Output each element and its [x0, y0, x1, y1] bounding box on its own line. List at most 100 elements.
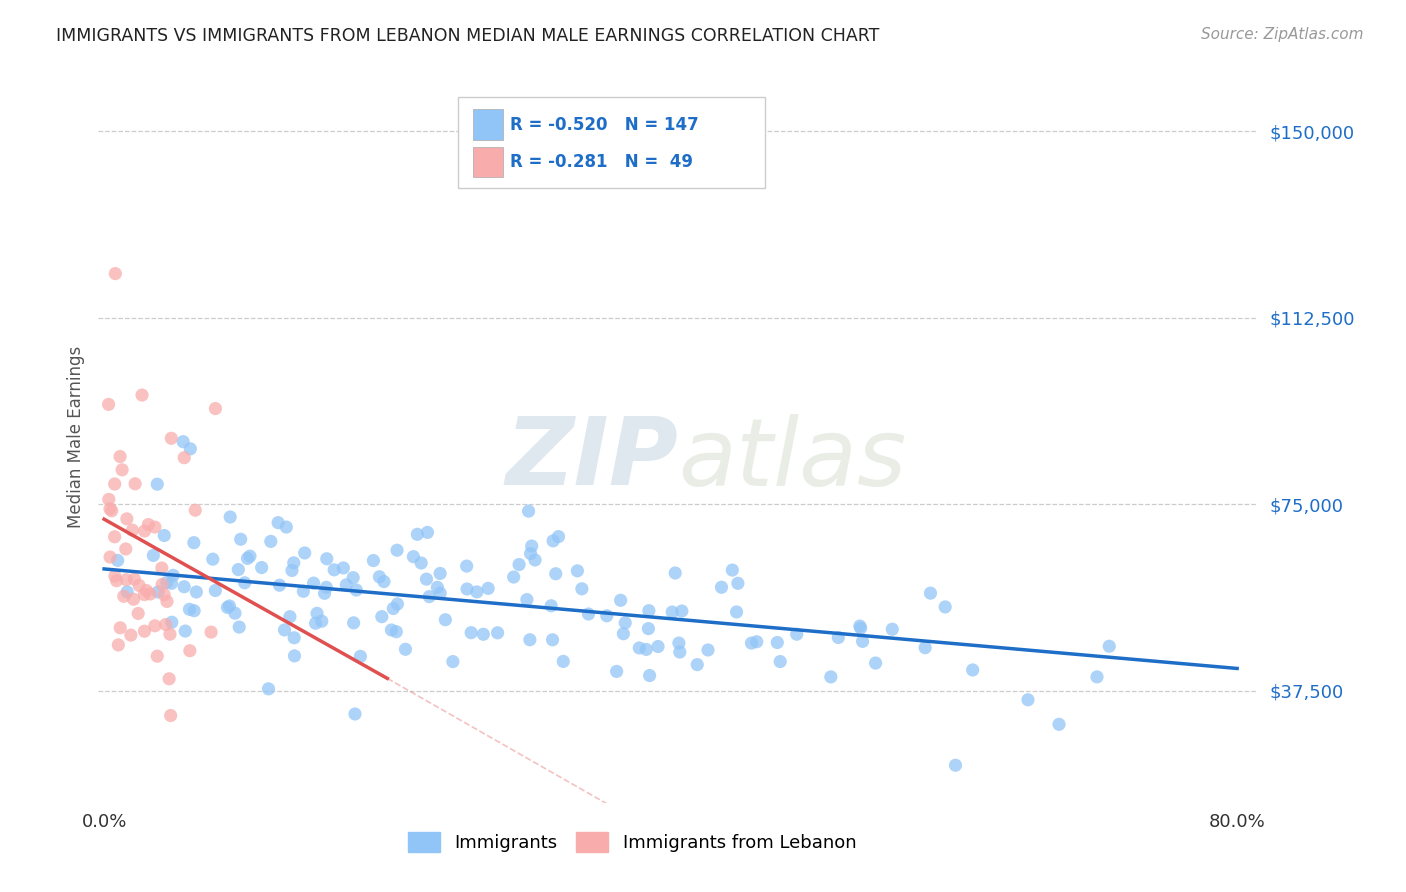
Point — [159, 708, 181, 723]
Point — [302, 576, 325, 591]
Point — [519, 547, 541, 561]
Point — [217, 600, 239, 615]
Point — [745, 634, 768, 648]
Point — [827, 631, 849, 645]
Point — [278, 609, 301, 624]
Point — [115, 512, 138, 526]
Point — [636, 642, 658, 657]
Point — [173, 580, 195, 594]
Point — [97, 397, 120, 411]
Point — [174, 624, 197, 638]
Point — [920, 586, 942, 600]
Point — [184, 503, 207, 517]
Point — [721, 563, 744, 577]
Legend: Immigrants, Immigrants from Lebanon: Immigrants, Immigrants from Lebanon — [401, 824, 863, 860]
Text: IMMIGRANTS VS IMMIGRANTS FROM LEBANON MEDIAN MALE EARNINGS CORRELATION CHART: IMMIGRANTS VS IMMIGRANTS FROM LEBANON ME… — [56, 27, 880, 45]
Point — [260, 534, 283, 549]
Point — [460, 625, 482, 640]
Point — [98, 549, 121, 564]
Point — [671, 604, 693, 618]
Point — [112, 590, 135, 604]
Point — [134, 524, 156, 538]
Point — [239, 549, 262, 563]
Point — [934, 599, 956, 614]
Point — [741, 636, 763, 650]
Point — [553, 654, 575, 668]
Point — [156, 594, 179, 608]
Point — [541, 632, 564, 647]
Point — [159, 627, 181, 641]
Point — [486, 625, 509, 640]
Point — [343, 615, 366, 630]
Point — [502, 570, 524, 584]
Point — [686, 657, 709, 672]
Point — [273, 623, 295, 637]
Point — [477, 582, 499, 596]
Point — [153, 588, 176, 602]
Point — [727, 576, 749, 591]
Point — [314, 586, 336, 600]
Point — [183, 535, 205, 549]
Point — [628, 640, 651, 655]
Point — [668, 636, 690, 650]
Point — [228, 620, 250, 634]
Point — [108, 450, 131, 464]
Text: R = -0.281   N =  49: R = -0.281 N = 49 — [510, 153, 693, 171]
Point — [402, 549, 425, 564]
Point — [342, 571, 364, 585]
Point — [426, 580, 449, 594]
Point — [962, 663, 984, 677]
Point — [160, 576, 183, 591]
Point — [368, 570, 391, 584]
Point — [914, 640, 936, 655]
Point — [150, 577, 173, 591]
Point — [139, 587, 162, 601]
Point — [332, 561, 354, 575]
Point — [508, 558, 530, 572]
Point — [710, 580, 733, 594]
Point — [104, 569, 127, 583]
Point — [283, 556, 305, 570]
Point — [385, 543, 408, 558]
Point — [156, 575, 179, 590]
Point — [120, 628, 142, 642]
Point — [121, 523, 143, 537]
Point — [1085, 670, 1108, 684]
Point — [349, 649, 371, 664]
Point — [179, 602, 201, 616]
Point — [606, 665, 628, 679]
Point — [142, 549, 165, 563]
Point — [204, 401, 226, 416]
Point — [323, 563, 346, 577]
Point — [519, 632, 541, 647]
Point — [394, 642, 416, 657]
Point — [276, 520, 298, 534]
Point — [865, 656, 887, 670]
Point — [517, 504, 540, 518]
Point — [305, 607, 328, 621]
Text: atlas: atlas — [678, 414, 907, 505]
Point — [131, 388, 153, 402]
Point — [233, 575, 256, 590]
Point — [128, 578, 150, 592]
Point — [219, 510, 242, 524]
Point — [107, 638, 129, 652]
Point — [97, 492, 120, 507]
Point — [138, 517, 160, 532]
Point — [540, 599, 562, 613]
Point — [146, 585, 169, 599]
Point — [849, 619, 872, 633]
Point — [146, 649, 169, 664]
Point — [179, 643, 201, 657]
Point — [143, 520, 166, 534]
Point — [150, 561, 173, 575]
Point — [135, 583, 157, 598]
Point — [945, 758, 967, 772]
Point — [98, 501, 121, 516]
Point — [224, 606, 246, 620]
Point — [541, 533, 564, 548]
Point — [107, 553, 129, 567]
Point — [387, 597, 409, 611]
Point — [416, 525, 439, 540]
Point — [638, 668, 661, 682]
